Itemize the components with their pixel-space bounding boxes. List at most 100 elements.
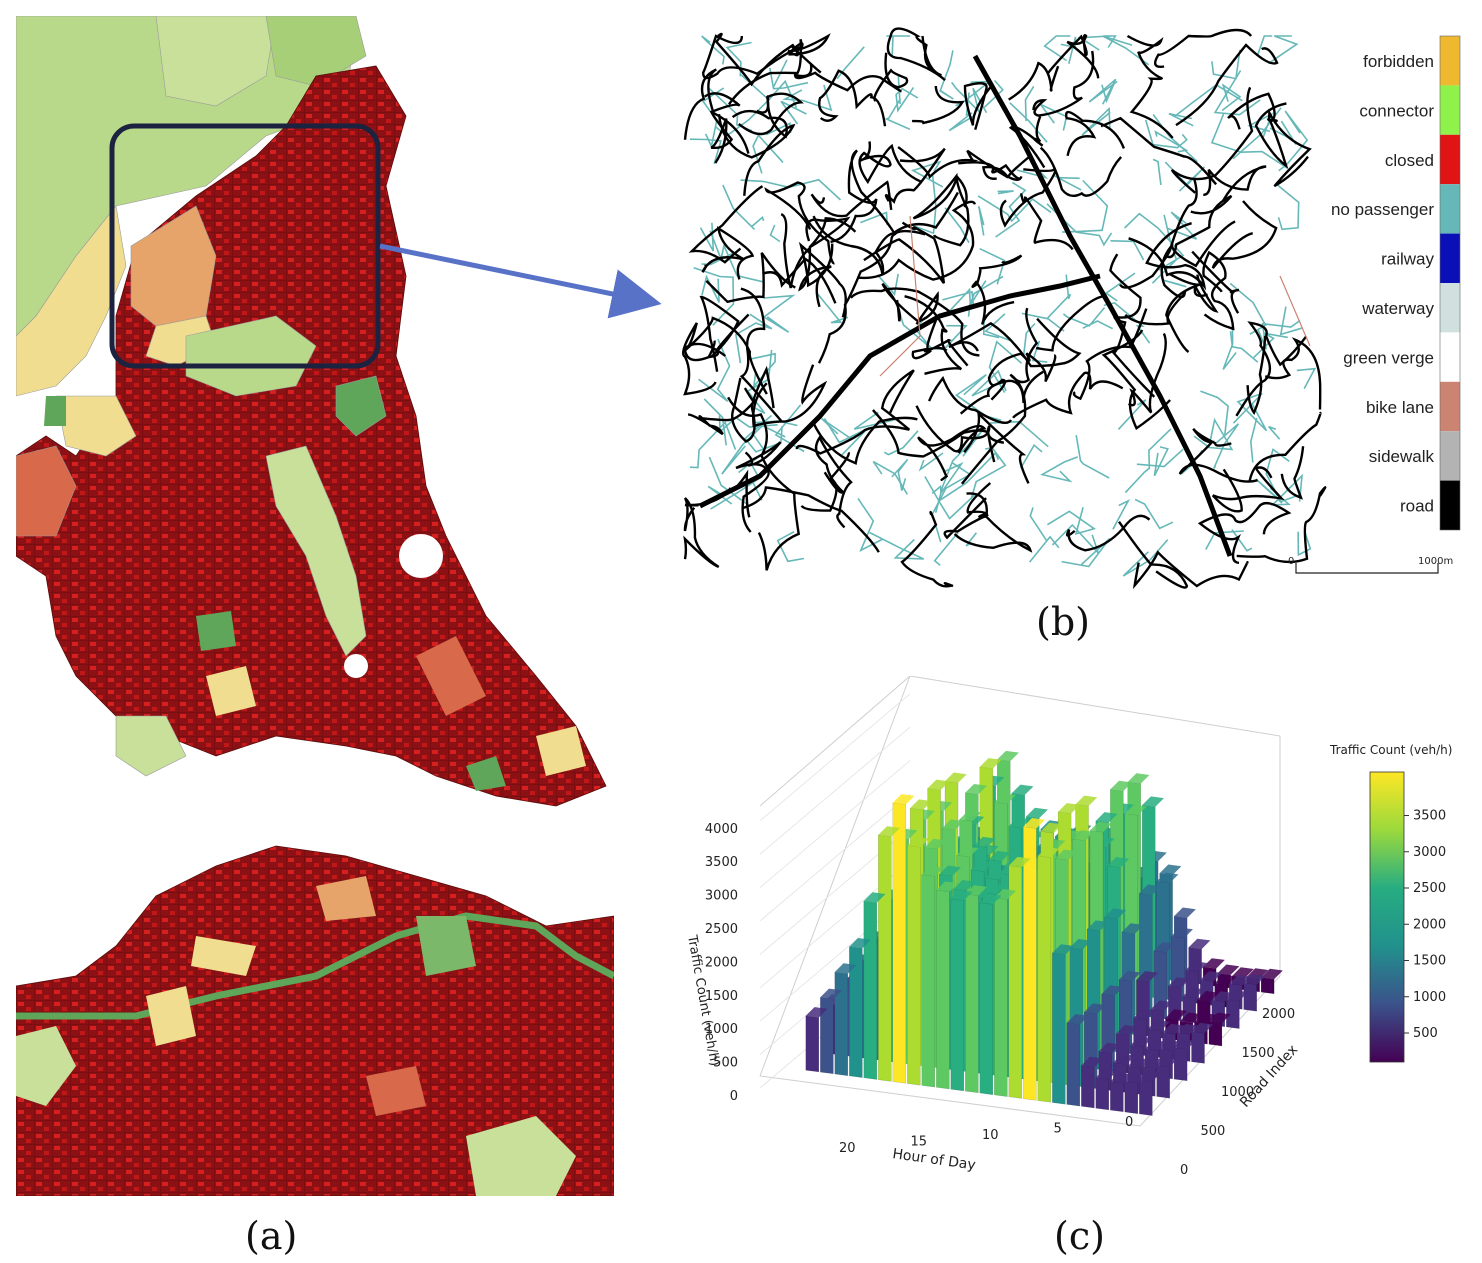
teal-road-segment xyxy=(1213,70,1261,116)
bar-top xyxy=(863,892,886,903)
road-segment xyxy=(795,369,915,455)
teal-road-segment xyxy=(1136,448,1184,468)
road-segment xyxy=(688,185,764,264)
road-segment xyxy=(1124,220,1236,326)
road-segment xyxy=(863,221,946,284)
bar-front xyxy=(1052,952,1066,1105)
road-segment xyxy=(1101,329,1171,430)
bar-top xyxy=(1008,817,1031,828)
teal-road-segment xyxy=(938,50,954,100)
zone-green-south xyxy=(196,611,236,651)
teal-road-segment xyxy=(1232,392,1268,432)
bar-top xyxy=(979,893,1002,905)
teal-road-segment xyxy=(1269,120,1297,145)
bar-top xyxy=(956,846,979,857)
bar-top xyxy=(1159,1040,1182,1051)
road-segment xyxy=(704,92,741,164)
road-segment xyxy=(1197,501,1292,564)
road-segment xyxy=(999,168,1057,228)
teal-road-segment xyxy=(1021,312,1065,332)
teal-road-segment xyxy=(869,531,925,560)
teal-road-segment xyxy=(1112,498,1131,530)
road-segment xyxy=(681,322,727,396)
bar-top xyxy=(965,783,988,795)
road-segment xyxy=(683,497,720,569)
bar-top xyxy=(1185,961,1208,972)
bar-top xyxy=(921,865,944,877)
road-segment xyxy=(872,409,996,463)
teal-road-segment xyxy=(823,417,869,456)
bar-top xyxy=(1153,942,1176,953)
road-segment xyxy=(798,241,847,318)
x-tick-label: 15 xyxy=(911,1135,928,1150)
zone-salmon-peninsula xyxy=(416,636,486,716)
legend-swatch-forbidden xyxy=(1440,36,1460,86)
bar-front xyxy=(1008,865,1023,1099)
zoom-arrow xyxy=(379,243,662,319)
bar-top xyxy=(1174,907,1196,918)
bar-top xyxy=(1052,944,1075,955)
road-segment xyxy=(731,365,775,443)
bar-top xyxy=(1156,1056,1179,1067)
x-axis-label: Hour of Day xyxy=(891,1146,976,1174)
bar-front xyxy=(979,902,994,1095)
lake xyxy=(399,534,443,578)
teal-road-segment xyxy=(951,81,988,114)
bar-top xyxy=(1139,884,1162,895)
bar-top xyxy=(1136,971,1159,982)
bar-top xyxy=(1150,1000,1173,1011)
bar-front xyxy=(849,946,863,1078)
teal-road-segment xyxy=(1297,531,1312,557)
teal-road-segment xyxy=(995,181,1027,238)
road-segment xyxy=(1065,514,1151,552)
bar-top xyxy=(924,838,947,850)
bar-top xyxy=(878,826,901,837)
road-segment xyxy=(912,172,970,247)
zone-salmon-west xyxy=(15,445,77,537)
legend-swatch-closed xyxy=(1440,134,1460,185)
bar-top xyxy=(1023,818,1046,829)
road-segment xyxy=(683,316,768,395)
zone-map xyxy=(15,15,616,1197)
teal-road-segment xyxy=(1102,35,1150,66)
teal-road-segment xyxy=(1229,331,1259,363)
zone-yellow-south xyxy=(206,666,256,716)
teal-road-segment xyxy=(701,35,725,65)
road-segment xyxy=(814,435,853,529)
colorbar-tick-label: 2500 xyxy=(1413,881,1446,896)
legend-label-bike-lane: bike lane xyxy=(1366,398,1434,417)
z-tick-label: 3000 xyxy=(705,889,738,904)
bar-top xyxy=(1119,970,1141,982)
bar-top xyxy=(1243,974,1266,985)
road-segment xyxy=(1119,177,1198,289)
road-segment xyxy=(687,387,756,436)
bar-top xyxy=(1174,1038,1196,1050)
zone-yellow-west xyxy=(55,395,137,457)
z-tick-label: 1500 xyxy=(705,989,738,1004)
z-axis-ticks: 0 500 1000 1500 2000 2500 3000 3500 4000 xyxy=(705,822,738,1104)
bar-top xyxy=(1069,938,1092,950)
bar-front xyxy=(1095,1077,1110,1111)
bar-top xyxy=(1130,1036,1153,1047)
bar-top xyxy=(1101,985,1124,996)
bar-top xyxy=(1208,1012,1231,1024)
bar-front xyxy=(1037,855,1052,1103)
road-segment xyxy=(1065,110,1126,157)
zone-light-green-north xyxy=(155,15,277,107)
bar-front xyxy=(1081,1065,1095,1109)
bar-front xyxy=(1191,1031,1205,1064)
zone-light-green-corridor xyxy=(265,445,367,657)
y-tick-label: 500 xyxy=(1201,1124,1226,1139)
teal-road-segment xyxy=(984,313,1012,342)
bar-top xyxy=(1026,807,1048,819)
teal-road-segment xyxy=(1268,425,1281,440)
bar-top xyxy=(805,1007,828,1018)
bar-top xyxy=(1197,991,1220,1002)
road-segment xyxy=(971,254,1023,325)
bar-top xyxy=(971,861,993,872)
caption-c: (c) xyxy=(1054,1214,1105,1258)
teal-road-segment xyxy=(1249,417,1258,463)
bar-top xyxy=(950,890,973,901)
road-segment xyxy=(963,410,1030,484)
zone-green-east xyxy=(335,375,387,437)
